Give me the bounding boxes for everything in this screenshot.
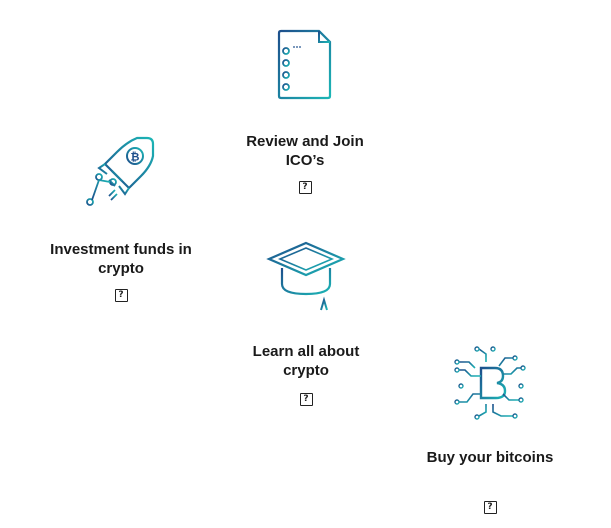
- feature-investment-funds: ₿ Investment funds in crypto ?: [31, 136, 211, 302]
- graduation-cap-icon: [266, 241, 346, 311]
- help-button[interactable]: ?: [299, 393, 313, 406]
- help-button[interactable]: ?: [298, 181, 312, 194]
- feature-label: Learn all about crypto: [252, 343, 360, 379]
- help-button[interactable]: ?: [114, 289, 128, 302]
- bitcoin-circuit-icon: [454, 346, 526, 420]
- feature-label: Investment funds in crypto: [50, 241, 192, 277]
- svg-text:₿: ₿: [131, 151, 140, 164]
- feature-label: Review and Join ICO’s: [246, 133, 364, 169]
- feature-review-ico: Review and Join ICO’s ?: [215, 28, 395, 194]
- feature-label: Buy your bitcoins: [426, 449, 554, 466]
- rocket-bitcoin-icon: ₿: [86, 136, 155, 206]
- feature-buy-bitcoins: Buy your bitcoins ?: [400, 346, 580, 514]
- feature-learn-crypto: Learn all about crypto ?: [216, 240, 396, 406]
- help-button[interactable]: ?: [483, 501, 497, 514]
- checklist-document-icon: [277, 29, 332, 100]
